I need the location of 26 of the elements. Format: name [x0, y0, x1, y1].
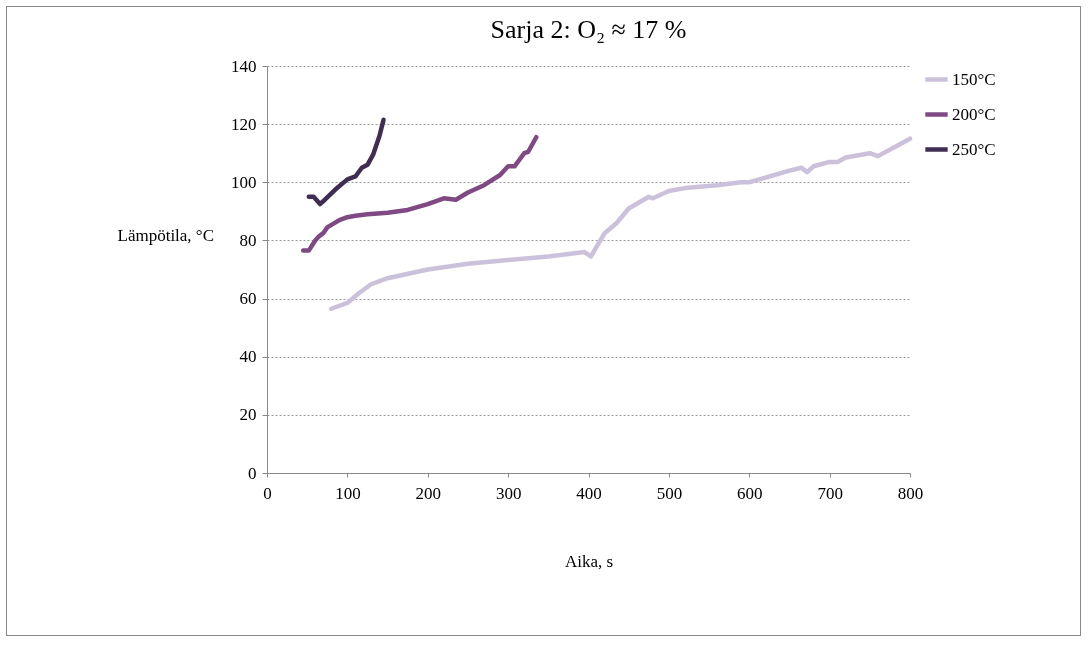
legend-label: 200°C — [952, 104, 996, 124]
legend-label: 150°C — [952, 69, 996, 89]
x-tick-label: 500 — [656, 483, 683, 503]
y-tick-label: 0 — [248, 463, 257, 483]
x-axis-title: Aika, s — [564, 551, 614, 571]
x-tick-label: 800 — [897, 483, 924, 503]
legend-label: 250°C — [952, 139, 996, 159]
y-tick-label: 40 — [239, 347, 257, 367]
y-tick-label: 120 — [231, 114, 257, 134]
x-tick-label: 300 — [495, 483, 522, 503]
x-tick-label: 600 — [737, 483, 763, 503]
y-tick-label: 140 — [231, 56, 257, 76]
line-series — [300, 134, 539, 253]
x-tick-label: 0 — [263, 483, 272, 503]
y-axis-title: Lämpötila, °C — [117, 225, 215, 245]
x-tick-label: 700 — [817, 483, 843, 503]
line-series — [329, 136, 913, 311]
x-tick-label: 100 — [335, 483, 361, 503]
x-tick-label: 400 — [576, 483, 602, 503]
line-series — [306, 117, 386, 207]
y-tick-label: 20 — [239, 405, 257, 425]
y-tick-label: 80 — [239, 230, 257, 250]
chart-title: Sarja 2: O₂ ≈ 17 % — [490, 15, 687, 44]
y-tick-label: 100 — [231, 172, 257, 192]
x-tick-label: 200 — [415, 483, 441, 503]
y-tick-label: 60 — [239, 289, 257, 309]
